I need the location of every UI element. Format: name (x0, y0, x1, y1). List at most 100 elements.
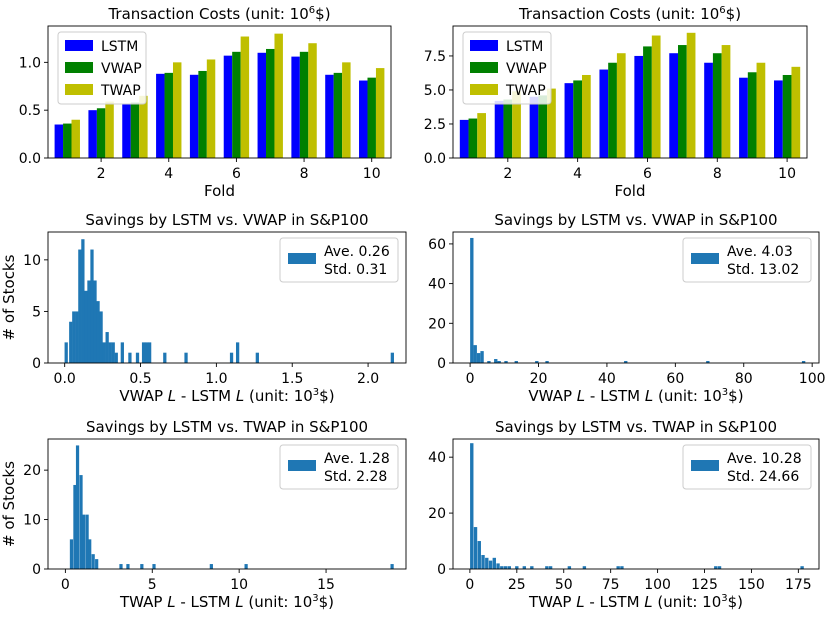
x-tick-label: 60 (666, 371, 684, 387)
hist-bin-5 (78, 249, 82, 363)
x-tick-label: 5 (148, 577, 157, 593)
hist-bin-12 (515, 566, 519, 569)
hist-bin-23 (800, 566, 804, 569)
x-tick-label: 150 (738, 577, 765, 593)
bar-twap-fold-5 (616, 53, 626, 159)
legend-swatch-twap (470, 84, 498, 95)
hist-bin-3 (75, 445, 80, 569)
x-tick-label: 6 (232, 166, 241, 182)
bar-lstm-fold-10 (774, 80, 783, 158)
hist-bin-2 (473, 345, 477, 363)
x-tick-label: 100 (644, 577, 671, 593)
hist-bin-20 (135, 352, 140, 363)
hist-bin-10 (93, 280, 97, 363)
y-tick-label: 7.5 (424, 49, 446, 65)
bar-vwap-fold-5 (608, 62, 617, 159)
y-tick-label: 20 (23, 463, 41, 479)
bar-lstm-fold-10 (359, 80, 368, 158)
bar-twap-fold-7 (686, 32, 696, 158)
hist-bin-14 (530, 566, 534, 569)
hist-bin-22 (717, 566, 722, 569)
x-tick-label: 15 (317, 577, 335, 593)
hist-bin-5 (485, 557, 489, 569)
x-tick-label: 0 (466, 371, 475, 387)
hist-bin-14 (209, 564, 213, 569)
bar-twap-fold-9 (756, 62, 766, 159)
bar-twap-fold-3 (139, 95, 148, 158)
hist-bin-2 (73, 484, 77, 569)
bar-twap-fold-2 (105, 101, 114, 158)
hist-bin-12 (140, 564, 144, 569)
y-tick-label: 0.5 (19, 103, 41, 119)
hist-bin-15 (545, 566, 549, 569)
hist-bin-1 (470, 443, 474, 569)
bar-vwap-fold-8 (299, 51, 309, 158)
x-tick-label: 4 (164, 166, 173, 182)
chart-title: Transaction Costs (unit: 106$) (518, 5, 741, 23)
x-tick-label: 25 (508, 577, 526, 593)
hist-bin-14 (105, 332, 109, 363)
chart-title: Savings by LSTM vs. VWAP in S&P100 (494, 211, 777, 229)
legend-label-vwap: VWAP (506, 61, 547, 77)
legend-swatch (288, 460, 316, 471)
hist-bin-9 (500, 566, 504, 569)
hist-bin-3 (72, 311, 76, 363)
bar-lstm-fold-3 (122, 103, 131, 158)
x-tick-label: 2 (503, 166, 512, 182)
x-tick-label: 2.0 (357, 371, 379, 387)
bar-twap-fold-8 (308, 43, 317, 158)
y-axis-label: # of Stocks (0, 461, 18, 547)
legend-swatch (691, 253, 719, 264)
x-tick-label: 0 (465, 577, 474, 593)
bar-twap-fold-5 (206, 59, 216, 159)
y-tick-label: 10 (23, 513, 41, 529)
x-axis-label: Fold (615, 182, 646, 200)
x-axis-label: VWAP L - LSTM L (unit: 103$) (528, 387, 743, 405)
x-axis-label: Fold (204, 182, 235, 200)
bar-vwap-fold-4 (573, 80, 582, 158)
hist-bin-1 (470, 237, 474, 363)
hist-bin-26 (229, 352, 234, 363)
legend-box (682, 444, 812, 490)
hist-bin-8 (504, 361, 508, 363)
legend-swatch-twap (65, 84, 93, 95)
hist-bin-11 (126, 564, 130, 569)
legend-std: Std. 13.02 (727, 262, 799, 278)
x-tick-label: 75 (602, 577, 620, 593)
hist-bin-7 (497, 361, 501, 363)
subplot-6: 0 20 40 0 25 50 75 100 125 150 175 Savings by LSTM … (428, 418, 820, 611)
bar-twap-fold-1 (71, 119, 80, 158)
bar-twap-fold-7 (274, 33, 283, 158)
hist-bin-1 (64, 342, 68, 363)
axes-frame (452, 438, 820, 570)
hist-bin-5 (82, 514, 86, 569)
bar-lstm-fold-4 (564, 83, 574, 158)
hist-bin-15 (244, 564, 248, 569)
chart-title: Savings by LSTM vs. TWAP in S&P100 (495, 418, 777, 436)
bar-lstm-fold-5 (189, 74, 199, 158)
hist-bin-17 (114, 352, 118, 363)
x-tick-label: 2 (97, 166, 106, 182)
legend-label-lstm: LSTM (506, 39, 543, 55)
y-tick-label: 0.0 (424, 151, 446, 167)
hist-bin-8 (87, 280, 91, 363)
y-tick-label: 40 (428, 450, 446, 466)
bar-vwap-fold-10 (782, 74, 792, 158)
hist-bin-8 (496, 563, 500, 569)
x-tick-label: 10 (230, 577, 248, 593)
bar-lstm-fold-4 (156, 73, 165, 158)
x-tick-label: 10 (778, 166, 796, 182)
hist-bin-18 (120, 342, 124, 363)
legend-average: Ave. 0.26 (324, 244, 390, 260)
bar-twap-fold-10 (791, 66, 801, 158)
hist-bin-7 (84, 290, 88, 363)
bar-twap-fold-4 (581, 74, 591, 158)
bar-lstm-fold-9 (325, 74, 334, 158)
y-tick-label: 0 (437, 562, 446, 578)
bar-vwap-fold-8 (712, 53, 722, 159)
x-tick-label: 6 (643, 166, 652, 182)
legend-box (682, 237, 812, 283)
bar-lstm-fold-2 (88, 110, 97, 158)
legend-swatch (288, 253, 316, 264)
x-axis-label: VWAP L - LSTM L (unit: 103$) (119, 387, 334, 405)
